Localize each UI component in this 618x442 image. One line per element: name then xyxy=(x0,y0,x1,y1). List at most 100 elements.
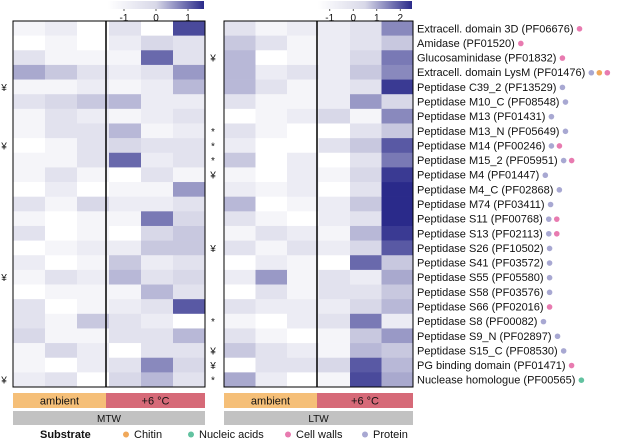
substrate-dot-protein xyxy=(548,143,555,149)
heatmap-cell xyxy=(287,167,319,183)
row-label: Extracell. domain LysM (PF01476) xyxy=(417,67,585,79)
heatmap-cell xyxy=(287,240,319,256)
heatmap-cell xyxy=(77,108,110,124)
heatmap-cell xyxy=(141,240,174,256)
row-label: Peptidase S9_N (PF02897) xyxy=(417,331,552,343)
heatmap-cell xyxy=(109,225,142,241)
heatmap-cell xyxy=(13,240,46,256)
heatmap-cell xyxy=(77,343,110,359)
significance-yen-mark: ¥ xyxy=(209,361,216,372)
heatmap-cell xyxy=(224,255,256,271)
heatmap-cell xyxy=(77,299,110,315)
heatmap-cell xyxy=(224,152,256,168)
heatmap-cell xyxy=(77,35,110,51)
heatmap-cell xyxy=(318,152,351,168)
heatmap-cell xyxy=(13,64,46,80)
heatmap-cell xyxy=(77,167,110,183)
heatmap-cell xyxy=(350,35,382,51)
heatmap-cell xyxy=(13,211,46,227)
heatmap-cell xyxy=(141,123,174,139)
heatmap-cell xyxy=(173,240,206,256)
heatmap-cell xyxy=(109,123,142,139)
heatmap-cell xyxy=(173,343,206,359)
heatmap-cell xyxy=(109,94,142,110)
heatmap-cell xyxy=(77,284,110,300)
heatmap-cell xyxy=(13,328,46,344)
heatmap-cell xyxy=(224,240,256,256)
substrate-dot-cell-walls xyxy=(568,157,575,164)
heatmap-cell xyxy=(381,269,414,285)
substrate-dot-cell-walls xyxy=(546,304,553,310)
heatmap-cell xyxy=(350,167,382,183)
row-label: Peptidase M15_2 (PF05951) xyxy=(417,155,558,167)
heatmap-cell xyxy=(109,21,142,36)
heatmap-cell xyxy=(173,50,206,66)
substrate-dot-cell-walls xyxy=(553,230,560,237)
heatmap-cell xyxy=(77,255,110,271)
heatmap-cell xyxy=(381,299,414,315)
substrate-dot-cell-walls xyxy=(568,362,575,369)
heatmap-cell xyxy=(318,94,351,110)
heatmap-cell xyxy=(109,108,142,124)
heatmap-cell xyxy=(173,108,206,124)
heatmap-cell xyxy=(13,21,46,36)
substrate-dot-cell-walls xyxy=(559,55,566,61)
substrate-dot-protein xyxy=(554,333,561,340)
legend-item-label: Nucleic acids xyxy=(199,429,264,441)
color-scale-tick-label: -1 xyxy=(325,13,334,24)
heatmap-cell xyxy=(350,138,382,154)
heatmap-cell xyxy=(350,79,382,95)
heatmap-cell xyxy=(173,123,206,139)
heatmap-cell xyxy=(109,196,142,212)
heatmap-cell xyxy=(13,152,46,168)
substrate-dot-protein xyxy=(542,172,549,179)
heatmap-cell xyxy=(77,357,110,373)
heatmap-cell xyxy=(381,138,414,154)
substrate-dot-cell-walls xyxy=(518,40,524,47)
panel-border xyxy=(12,20,206,388)
heatmap-cell xyxy=(224,299,256,315)
heatmap-cell xyxy=(381,167,414,183)
heatmap-cell xyxy=(173,313,206,329)
heatmap-cell xyxy=(77,196,110,212)
substrate-dot-cell-walls xyxy=(604,69,611,76)
row-label: Glucosaminidase (PF01832) xyxy=(417,53,556,65)
substrate-legend-title: Substrate xyxy=(40,429,91,441)
substrate-dot-protein xyxy=(545,216,552,222)
heatmap-cell xyxy=(173,284,206,300)
heatmap-cell xyxy=(173,196,206,212)
row-label: Peptidase S58 (PF03576) xyxy=(417,287,544,299)
heatmap-cell xyxy=(141,372,174,388)
heatmap-cell xyxy=(350,50,382,66)
panel-border xyxy=(223,20,414,388)
substrate-dot-protein xyxy=(562,128,569,135)
heatmap-cell xyxy=(141,255,174,271)
substrate-dot-protein xyxy=(546,245,553,252)
treatment-group-label: +6 °C xyxy=(142,396,170,408)
heatmap-cell xyxy=(109,138,142,154)
heatmap-cell xyxy=(287,108,319,124)
heatmap-cell xyxy=(287,211,319,227)
row-label: Extracell. domain 3D (PF06676) xyxy=(417,23,574,35)
legend-item-label: Chitin xyxy=(134,429,162,441)
heatmap-cell xyxy=(224,35,256,51)
heatmap-cell xyxy=(255,357,288,373)
heatmap-cell xyxy=(109,79,142,95)
color-scale-bar xyxy=(318,1,412,9)
heatmap-cell xyxy=(141,152,174,168)
heatmap-cell xyxy=(318,35,351,51)
heatmap-cell xyxy=(141,64,174,80)
heatmap-cell xyxy=(141,299,174,315)
heatmap-cell xyxy=(318,50,351,66)
site-bar xyxy=(224,411,413,425)
significance-yen-mark: ¥ xyxy=(209,171,216,182)
significance-asterisk: * xyxy=(211,317,215,328)
heatmap-cell xyxy=(173,64,206,80)
significance-yen-mark: ¥ xyxy=(0,83,7,94)
row-label: PG binding domain (PF01471) xyxy=(417,360,566,372)
row-label: Peptidase S41 (PF03572) xyxy=(417,258,544,270)
heatmap-cell xyxy=(13,225,46,241)
heatmap-cell xyxy=(173,225,206,241)
heatmap-cell xyxy=(77,269,110,285)
heatmap-cell xyxy=(255,35,288,51)
